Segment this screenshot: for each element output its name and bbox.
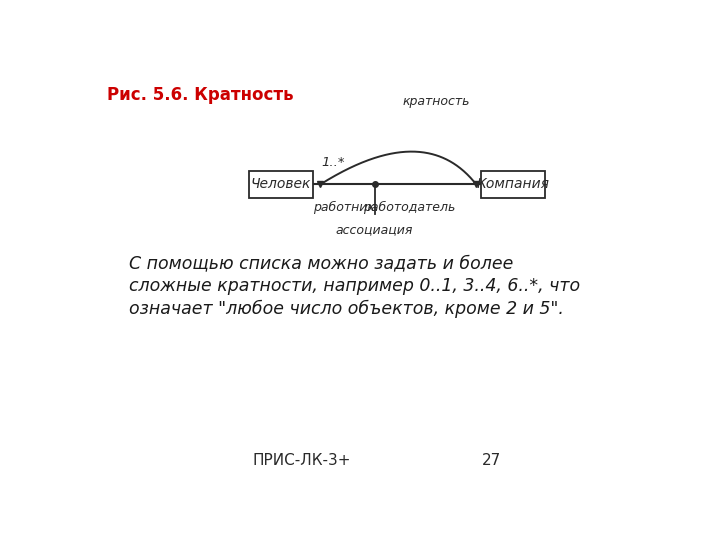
FancyBboxPatch shape: [481, 171, 545, 198]
Text: работодатель: работодатель: [363, 201, 455, 214]
Text: ассоциация: ассоциация: [336, 224, 413, 237]
Text: Человек: Человек: [251, 177, 311, 191]
Text: Рис. 5.6. Кратность: Рис. 5.6. Кратность: [107, 85, 293, 104]
Text: кратность: кратность: [402, 96, 469, 109]
Text: 27: 27: [482, 453, 501, 468]
Text: ПРИС-ЛК-3+: ПРИС-ЛК-3+: [253, 453, 351, 468]
Text: работник: работник: [313, 201, 375, 214]
Text: 1..*: 1..*: [322, 156, 345, 168]
Text: сложные кратности, например 0..1, 3..4, 6..*, что: сложные кратности, например 0..1, 3..4, …: [129, 277, 580, 295]
Text: Компания: Компания: [476, 177, 549, 191]
Text: С помощью списка можно задать и более: С помощью списка можно задать и более: [129, 254, 513, 272]
FancyBboxPatch shape: [249, 171, 313, 198]
Text: означает "любое число объектов, кроме 2 и 5".: означает "любое число объектов, кроме 2 …: [129, 300, 564, 318]
